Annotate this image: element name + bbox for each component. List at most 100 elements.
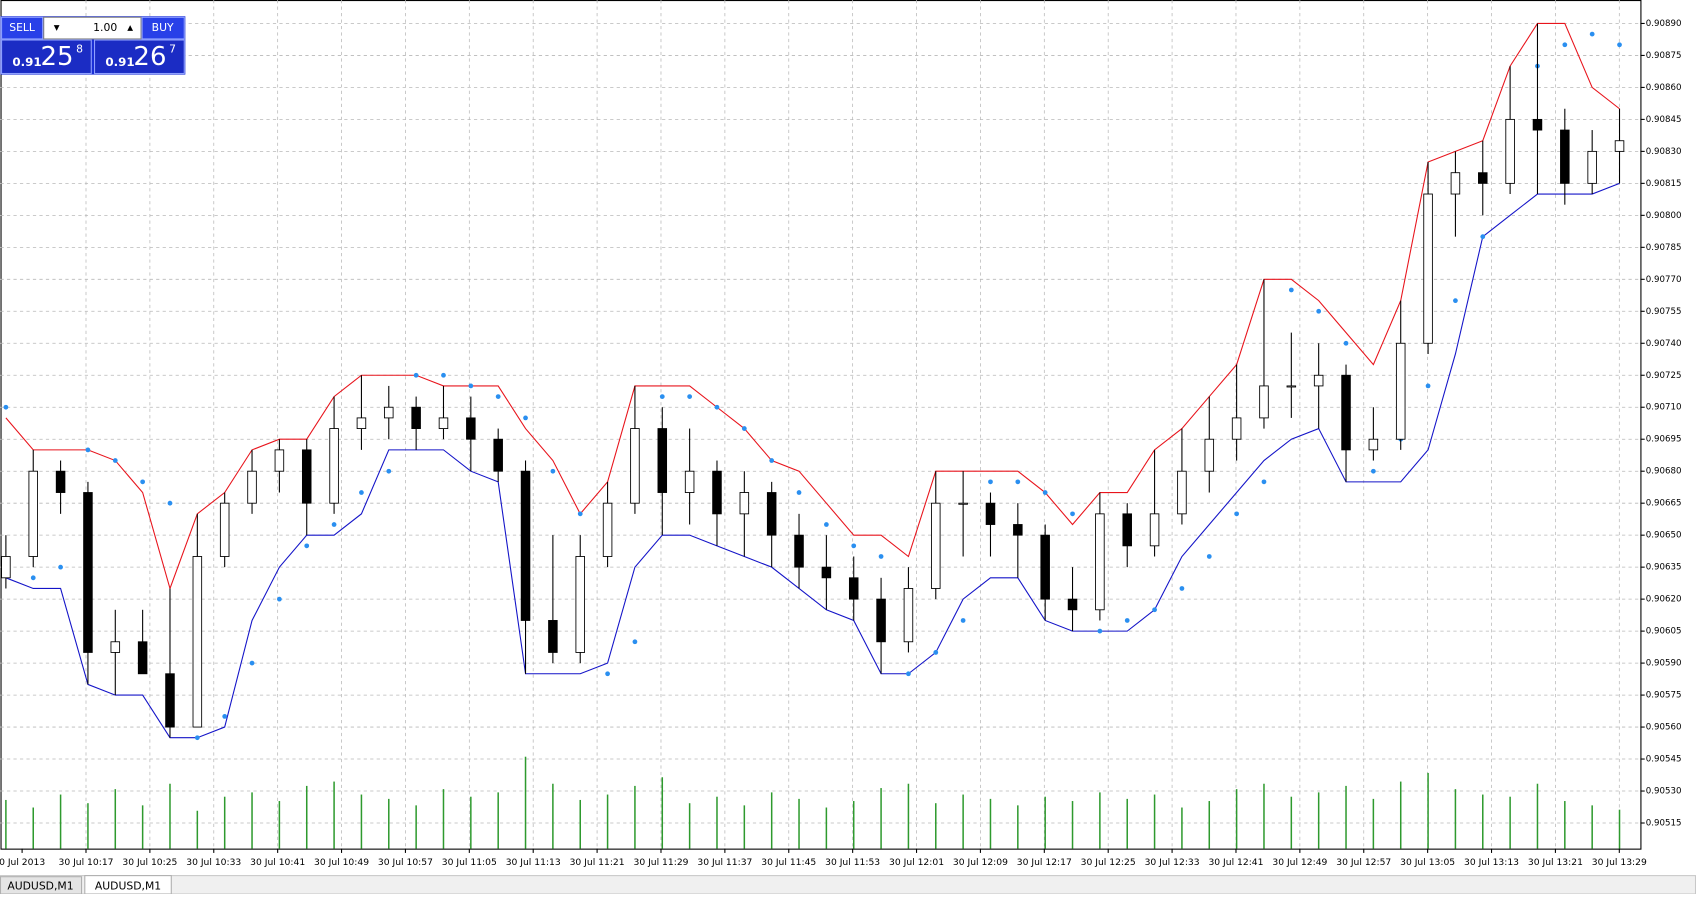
buy-price[interactable] (93, 39, 185, 75)
sell-pips: 25 (40, 42, 73, 72)
candle-body (466, 417, 476, 440)
candle-body (602, 502, 613, 557)
tab-label: AUDUSD,M1 (95, 879, 161, 892)
y-tick-label: 0.90710 (1646, 403, 1682, 413)
sar-dot (659, 394, 665, 399)
sar-dot (1179, 586, 1185, 591)
tab-strip (0, 875, 1696, 895)
y-tick-label: 0.90545 (1646, 755, 1682, 765)
candle-body (411, 406, 421, 429)
x-tick-label: 30 Jul 10:57 (378, 857, 433, 868)
x-tick-label: 30 Jul 10:17 (58, 857, 113, 868)
candle-body (1095, 513, 1105, 611)
sar-dot (1124, 618, 1130, 623)
candle-body (384, 406, 394, 419)
candle-body (28, 470, 38, 557)
candle-body (1505, 118, 1515, 184)
x-tick-label: 30 Jul 12:49 (1272, 857, 1327, 868)
buy-button[interactable] (141, 16, 185, 40)
y-tick-label: 0.90875 (1646, 51, 1682, 61)
sar-dot (1453, 298, 1458, 304)
candle-body (1286, 385, 1297, 388)
sar-dot (1042, 490, 1048, 495)
candle-body (520, 470, 531, 621)
sar-dot (386, 468, 392, 474)
candle-body (1423, 193, 1433, 344)
candle-body (575, 556, 585, 653)
sar-dot (632, 639, 638, 645)
x-tick-label: 30 Jul 12:57 (1336, 857, 1391, 868)
candle-body (219, 502, 230, 557)
sar-dot (194, 735, 200, 741)
candle-body (1, 556, 11, 579)
plot-frame (0, 0, 1642, 850)
buy-frac: 7 (169, 43, 176, 56)
lots-value: 1.00 (93, 21, 117, 34)
x-tick-label: 30 Jul 10:33 (186, 857, 241, 868)
sell-label: SELL (9, 21, 35, 34)
x-tick-label: 30 Jul 11:21 (570, 857, 625, 868)
candle-body (1587, 150, 1597, 184)
sar-dot (3, 404, 9, 410)
x-tick-label: 30 Jul 13:21 (1528, 857, 1583, 868)
candle-body (1532, 118, 1543, 131)
trade-panel: SELL ▼ 1.00 ▲ BUY 0.91 25 8 0.91 26 7 (0, 16, 186, 75)
candle-body (958, 502, 968, 505)
candle-body (301, 449, 312, 504)
sar-dot (824, 522, 829, 527)
candle-body (931, 502, 941, 589)
candle-body (985, 502, 996, 525)
sell-button[interactable] (1, 16, 44, 40)
lots-input[interactable] (43, 16, 142, 40)
sar-dot (441, 372, 446, 378)
candle-body (1259, 385, 1269, 419)
sell-frac: 8 (76, 43, 83, 56)
buy-label: BUY (152, 21, 174, 34)
y-tick-label: 0.90575 (1646, 691, 1682, 701)
y-tick-label: 0.90725 (1646, 371, 1682, 381)
sar-dot (878, 554, 884, 559)
sar-dot (1562, 42, 1568, 48)
y-tick-label: 0.90605 (1646, 627, 1682, 637)
x-tick-label: 30 Jul 12:25 (1081, 857, 1136, 868)
candle-body (821, 566, 832, 579)
sar-dot (304, 543, 310, 549)
sar-dot (550, 468, 556, 474)
sar-dot (988, 479, 993, 485)
y-tick-label: 0.90845 (1646, 115, 1682, 125)
y-tick-label: 0.90530 (1646, 787, 1682, 797)
candle-body (630, 428, 640, 504)
x-tick-label: 30 Jul 12:01 (889, 857, 944, 868)
y-tick-label: 0.90740 (1646, 339, 1682, 349)
sar-dot (1617, 42, 1622, 48)
y-tick-label: 0.90890 (1646, 19, 1682, 29)
sar-dot (1261, 479, 1267, 485)
x-tick-label: 30 Jul 10:25 (122, 857, 177, 868)
sar-dot (85, 447, 91, 453)
x-tick-label: 30 Jul 12:33 (1145, 857, 1200, 868)
sar-dot (222, 714, 228, 719)
sell-price[interactable] (1, 39, 92, 75)
x-tick-label: 30 Jul 11:05 (442, 857, 497, 868)
candle-body (657, 428, 668, 493)
sar-dot (249, 660, 255, 666)
x-tick-label: 30 Jul 11:37 (697, 857, 752, 868)
x-tick-label: 30 Jul 11:45 (761, 857, 816, 868)
sar-dot (523, 415, 528, 421)
indicator-line (5, 182, 1620, 739)
y-tick-label: 0.90755 (1646, 307, 1682, 317)
x-tick-label: 0 Jul 2013 (0, 857, 45, 868)
y-tick-label: 0.90815 (1646, 179, 1682, 189)
plot: 0.90890 0.90875 0.90860 0.90845 0.90830 0.908… (0, 0, 1681, 868)
sar-dot (277, 596, 282, 602)
candle-body (1067, 598, 1078, 611)
candle-body (55, 470, 66, 493)
sar-dot (1070, 511, 1075, 517)
x-tick-label: 30 Jul 13:05 (1400, 857, 1455, 868)
candle-body (83, 492, 93, 653)
lots-down: ▼ (54, 23, 60, 32)
y-tick-label: 0.90830 (1646, 147, 1682, 157)
candle-body (1122, 513, 1132, 547)
